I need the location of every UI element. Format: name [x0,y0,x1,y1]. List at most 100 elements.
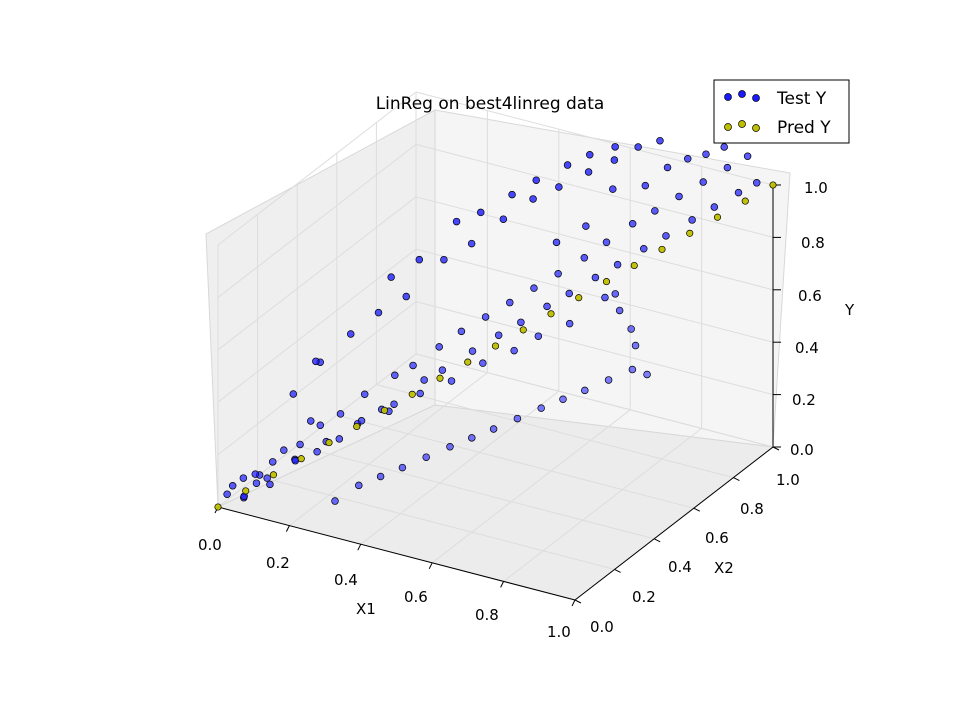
test-y-point [374,308,383,317]
x1-tick [571,599,576,607]
x2-tick-labels: 0.0 0.2 0.4 0.6 0.8 1.0 [590,471,800,636]
test-y-point [651,207,659,215]
test-y-point [313,448,321,456]
test-y-point [296,440,304,449]
x2-tick-label: 1.0 [776,471,800,489]
test-y-point [552,238,561,247]
pred-y-point [741,197,749,205]
test-y-point [416,389,424,398]
test-y-point [565,289,573,298]
legend-box [713,79,850,144]
test-y-point [752,179,761,187]
test-y-point [446,443,454,451]
data-points [214,136,777,511]
test-y-point [530,284,538,292]
pred-y-point [519,326,527,334]
test-y-point [699,178,707,186]
test-y-point [720,143,728,151]
y-tick-label: 0.4 [795,339,819,357]
test-y-point [662,232,670,240]
test-y-point [513,414,522,423]
test-y-point [601,293,609,302]
test-y-point [452,217,461,226]
x2-tick-label: 0.0 [590,618,614,636]
grid-line [431,409,631,564]
pred-y-point [713,213,722,221]
test-y-point [627,325,635,333]
test-y-point [355,481,363,490]
test-y-point [675,192,683,201]
pred-y-point [686,229,694,237]
test-y-point [506,298,514,307]
legend-marker-pred-y [724,120,760,132]
pred-y-point [464,358,472,366]
x2-tick [733,477,740,482]
grid-line [289,372,488,526]
test-y-point [307,417,315,425]
test-y-point [510,346,518,355]
pred-y-point [658,245,666,253]
grid-line [376,384,734,479]
test-y-point [331,497,339,505]
x2-tick-label: 0.6 [705,529,729,547]
x1-tick [428,562,433,570]
test-y-point [291,456,300,465]
test-y-point [312,357,320,366]
test-y-point [555,183,563,191]
y-tick-label: 0.8 [801,234,825,252]
test-y-point [479,359,487,367]
y-axis-title: Y [844,301,855,319]
test-y-point [435,343,443,351]
test-y-point [611,290,620,298]
pred-y-point [214,503,222,511]
grid-line [297,445,655,540]
x2-tick-label: 0.8 [740,500,764,518]
pred-y-point [491,342,500,350]
test-y-point [628,365,637,374]
test-y-point [409,361,417,370]
y-tick-label: 0.6 [798,287,822,305]
test-y-point [584,168,593,176]
test-y-point [357,417,366,425]
test-y-point [611,143,619,151]
test-y-point [609,185,617,193]
test-y-point [565,319,574,328]
grid-line [415,91,774,186]
x1-tick-label: 0.4 [334,571,358,589]
pred-y-point [408,390,416,398]
x2-tick [772,446,780,451]
x1-tick-label: 1.0 [547,623,571,641]
test-y-point [266,480,274,489]
grid-line [415,248,774,343]
x1-axis-line [217,506,576,601]
x2-tick [653,538,661,543]
test-y-point [683,155,692,163]
test-y-point [252,479,261,487]
grid-line [360,390,560,545]
pred-y-point [575,294,583,302]
test-y-point [494,331,503,339]
grid-line [415,143,774,238]
test-y-point [391,371,399,380]
test-y-point [468,434,476,442]
test-y-point [723,163,732,172]
test-y-point [581,386,589,395]
x1-tick-label: 0.6 [404,588,428,606]
test-y-point [402,292,411,301]
x1-tick-label: 0.8 [475,606,499,624]
test-y-point [559,395,567,404]
test-y-point [467,239,476,248]
grid-line [217,91,417,246]
y-tick-label: 0.2 [792,391,816,409]
test-y-point [640,244,648,253]
test-y-point [239,474,248,482]
test-y-point [422,453,430,461]
x1-tick-labels: 0.0 0.2 0.4 0.6 0.8 1.0 [198,536,571,641]
test-y-point [499,215,508,223]
x2-tick-label: 0.4 [668,558,692,576]
grid-line [217,353,417,508]
test-y-point [398,463,407,472]
test-y-point [517,318,525,327]
test-y-point [468,347,477,355]
